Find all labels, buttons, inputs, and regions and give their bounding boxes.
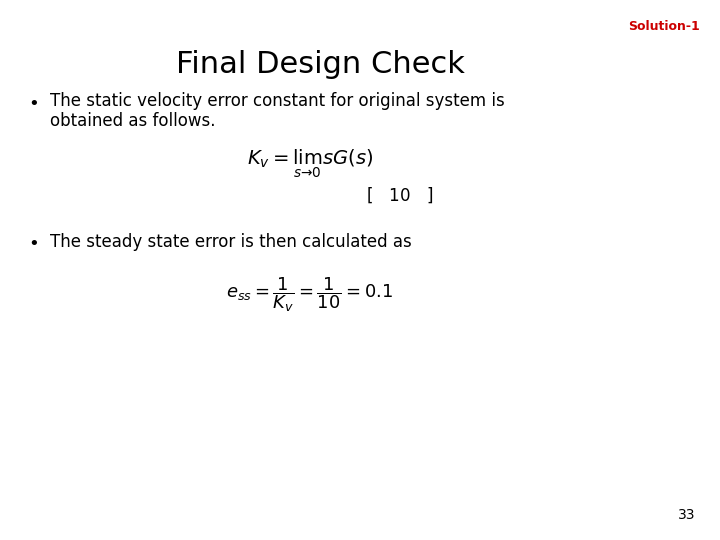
Text: 33: 33 <box>678 508 695 522</box>
Text: $K_v = \lim_{s \to 0} sG(s)$: $K_v = \lim_{s \to 0} sG(s)$ <box>247 148 373 180</box>
Text: The static velocity error constant for original system is: The static velocity error constant for o… <box>50 92 505 110</box>
Text: $e_{ss} = \dfrac{1}{K_v} = \dfrac{1}{10} = 0.1$: $e_{ss} = \dfrac{1}{K_v} = \dfrac{1}{10}… <box>227 275 394 314</box>
Text: Solution-1: Solution-1 <box>629 20 700 33</box>
Text: $[ \quad 10 \quad ]$: $[ \quad 10 \quad ]$ <box>366 185 433 205</box>
Text: Final Design Check: Final Design Check <box>176 50 464 79</box>
Text: The steady state error is then calculated as: The steady state error is then calculate… <box>50 233 412 251</box>
Text: •: • <box>28 235 39 253</box>
Text: obtained as follows.: obtained as follows. <box>50 112 215 130</box>
Text: •: • <box>28 95 39 113</box>
